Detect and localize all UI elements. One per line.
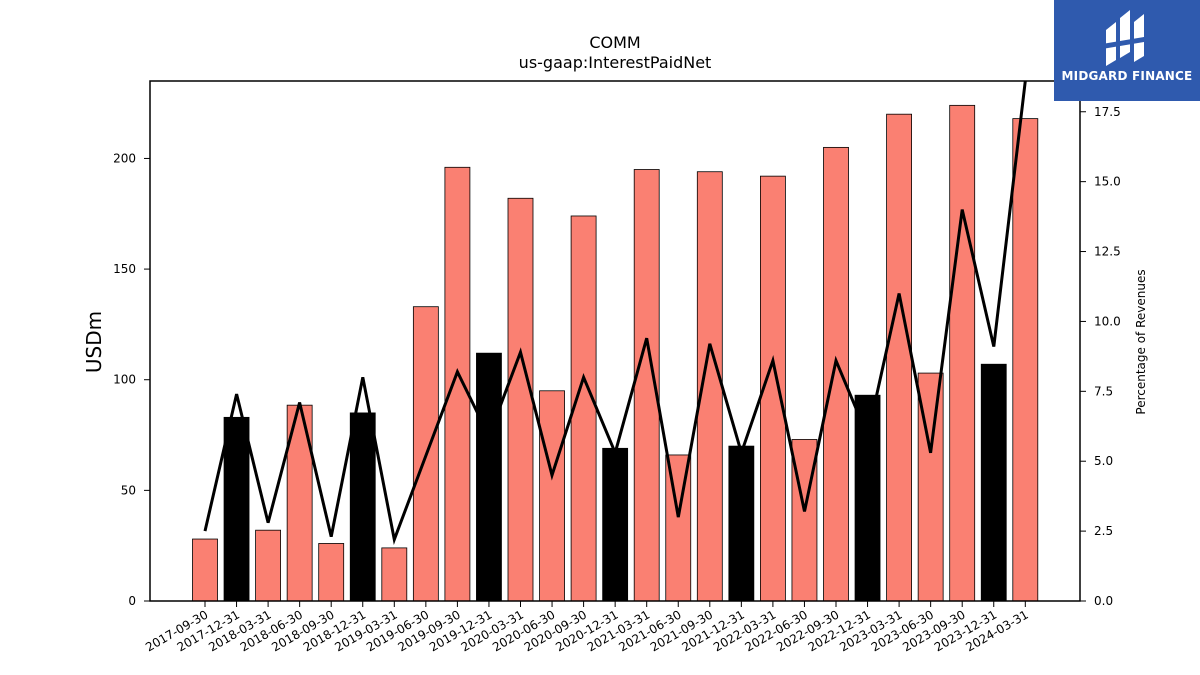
percentage-line (203, 81, 1027, 545)
logo-mark-icon (1102, 10, 1150, 66)
bar (728, 445, 755, 602)
y-right-tick-label: 7.5 (1094, 384, 1113, 398)
logo-text: MIDGARD FINANCE (1061, 69, 1193, 83)
bar (917, 372, 944, 602)
y-right-tick-label: 2.5 (1094, 524, 1113, 538)
bar (949, 104, 976, 602)
bar (381, 547, 408, 602)
bar (255, 529, 282, 602)
y-right-tick-label: 17.5 (1094, 105, 1121, 119)
bar (539, 390, 565, 602)
chart-title: COMM (589, 33, 640, 52)
y-axis-label-right: Percentage of Revenues (1134, 269, 1148, 414)
company-logo: MIDGARD FINANCE (1054, 0, 1200, 101)
y-tick-label: 100 (113, 373, 136, 387)
y-axis-label-left: USDm (82, 311, 106, 373)
bar (602, 447, 629, 602)
bar (192, 538, 218, 602)
y-right-tick-label: 10.0 (1094, 314, 1121, 328)
chart-subtitle: us-gaap:InterestPaidNet (519, 53, 712, 72)
bar-series (192, 104, 1039, 602)
bar (412, 306, 439, 602)
bar (1012, 118, 1039, 602)
bar (980, 363, 1007, 602)
y-tick-label: 200 (113, 151, 136, 165)
bar (823, 146, 849, 602)
bar (854, 394, 881, 602)
bar (886, 113, 912, 602)
y-right-tick-label: 15.0 (1094, 175, 1121, 189)
y-tick-label: 150 (113, 262, 136, 276)
y-tick-label: 0 (128, 594, 136, 608)
y-right-tick-label: 0.0 (1094, 594, 1113, 608)
bar (318, 543, 345, 602)
y-right-tick-label: 5.0 (1094, 454, 1113, 468)
bar (223, 416, 250, 602)
y-right-tick-label: 12.5 (1094, 245, 1121, 259)
bar (444, 166, 471, 602)
y-tick-label: 50 (121, 483, 136, 497)
percentage-line-series (203, 81, 1027, 545)
bar (476, 352, 502, 602)
bar (349, 412, 376, 602)
bar (507, 197, 534, 602)
